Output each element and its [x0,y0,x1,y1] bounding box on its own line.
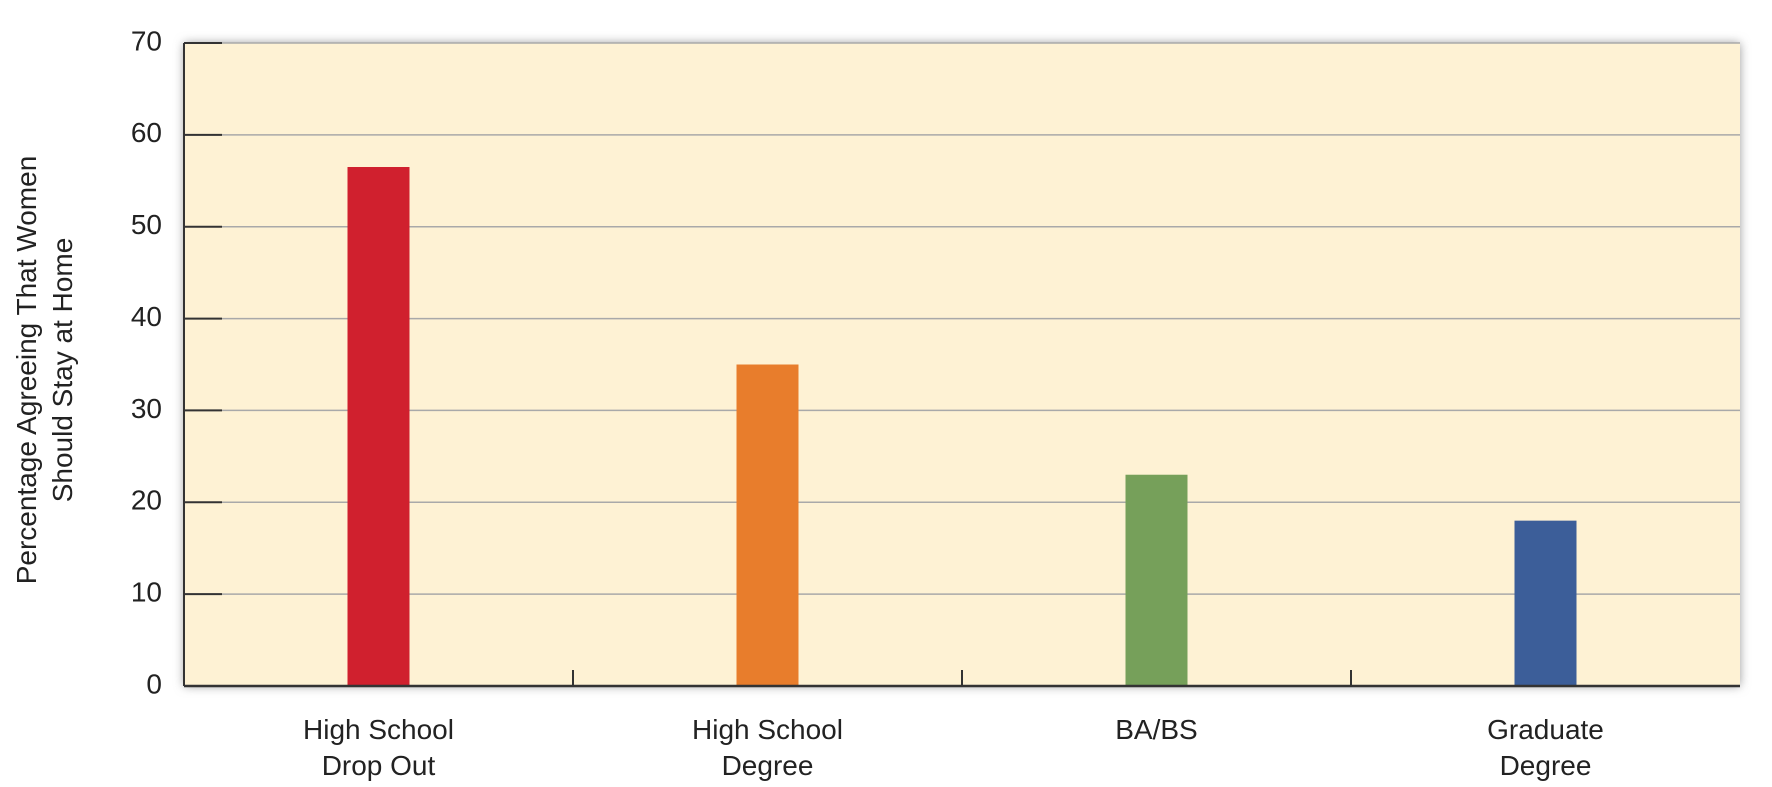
plot-area [184,43,1740,686]
y-tick-label: 30 [131,393,162,424]
bar [347,167,410,686]
x-tick-label: BA/BS [1115,714,1198,745]
bar [1514,520,1577,686]
y-tick-label: 60 [131,117,162,148]
bar [736,364,799,686]
y-tick-label: 20 [131,485,162,516]
x-tick-label: Graduate Degree [1487,714,1604,781]
bar [1125,474,1188,686]
y-axis-title: Percentage Agreeing That Women Should St… [11,155,78,585]
y-tick-label: 50 [131,209,162,240]
y-tick-label: 10 [131,577,162,608]
y-tick-label: 0 [146,668,162,699]
y-tick-label: 40 [131,301,162,332]
x-tick-label: High School Degree [692,714,843,781]
x-tick-label: High School Drop Out [303,714,454,781]
y-tick-label: 70 [131,25,162,56]
